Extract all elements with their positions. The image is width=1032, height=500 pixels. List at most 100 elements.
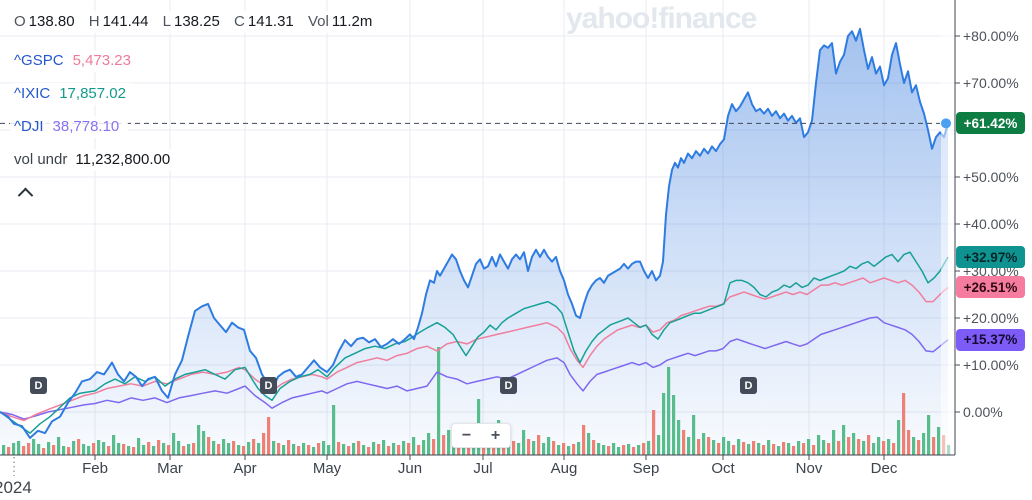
volume-bar [427, 433, 431, 455]
dividend-marker[interactable]: D [500, 377, 517, 394]
volume-bar [582, 425, 586, 455]
low-value: 138.25 [173, 13, 220, 30]
vol-under-label: vol undr [14, 151, 68, 168]
dividend-marker[interactable]: D [30, 377, 47, 394]
volume-bar [627, 444, 631, 455]
volume-bar [907, 430, 911, 455]
zoom-out-button[interactable]: − [461, 426, 472, 444]
volume-bar [117, 443, 121, 455]
volume-bar [17, 441, 21, 455]
dividend-marker[interactable]: D [740, 377, 757, 394]
close-value: 141.31 [247, 13, 294, 30]
volume-bar [817, 435, 821, 455]
volume-bars [2, 347, 951, 455]
volume-bar [337, 442, 341, 455]
volume-bar [157, 440, 161, 455]
volume-bar [857, 439, 861, 455]
volume-bar [527, 439, 531, 455]
open-value: 138.80 [28, 13, 75, 30]
volume-bar [417, 445, 421, 455]
volume-bar [837, 441, 841, 455]
volume-bar [297, 446, 301, 455]
volume-bar [762, 445, 766, 455]
volume-bar [877, 437, 881, 455]
volume-bar [787, 443, 791, 455]
volume-bar [42, 448, 46, 455]
volume-bar [302, 443, 306, 455]
volume-bar [27, 443, 31, 455]
volume-bar [492, 443, 496, 455]
volume-bar [267, 417, 271, 455]
volume-bar [512, 441, 516, 455]
volume-bar [467, 443, 471, 455]
collapse-legend-button[interactable] [10, 179, 40, 205]
volume-bar [312, 447, 316, 455]
volume-bar [737, 439, 741, 455]
y-axis-tick-label: +80.00% [963, 28, 1019, 44]
volume-bar [212, 441, 216, 455]
series-line-price [0, 27, 949, 439]
series-line-gspc [0, 277, 949, 422]
volume-bar [922, 433, 926, 455]
volume-bar [687, 437, 691, 455]
volume-bar [842, 425, 846, 455]
volume-bar [122, 444, 126, 455]
volume-bar [97, 440, 101, 455]
volume-bar [832, 430, 836, 455]
volume-bar [77, 439, 81, 455]
volume-bar [367, 447, 371, 455]
legend-row: ^DJI 38,778.10 [10, 116, 129, 138]
volume-bar [347, 446, 351, 455]
volume-bar [412, 437, 416, 455]
volume-bar [812, 445, 816, 455]
year-label: 2024 [0, 478, 32, 497]
volume-bar [667, 367, 671, 455]
month-label: Sep [632, 460, 660, 477]
volume-bar [192, 443, 196, 455]
legend-ticker-link[interactable]: ^GSPC [14, 52, 64, 69]
volume-bar [382, 440, 386, 455]
volume-bar [792, 446, 796, 455]
volume-bar [797, 441, 801, 455]
volume-bar [562, 443, 566, 455]
volume-bar [712, 440, 716, 455]
zoom-in-button[interactable]: + [490, 426, 501, 444]
legend-ticker-value: 17,857.02 [59, 85, 126, 102]
volume-bar [257, 443, 261, 455]
volume-bar [422, 440, 426, 455]
volume-bar [767, 440, 771, 455]
y-axis-tick-label: +10.00% [963, 357, 1019, 373]
volume-bar [167, 445, 171, 455]
volume-bar [887, 439, 891, 455]
volume-bar [182, 446, 186, 455]
legend-ticker-link[interactable]: ^IXIC [14, 85, 51, 102]
y-axis-tick-label: 0.00% [963, 404, 1003, 420]
volume-bar [642, 443, 646, 455]
dividend-marker[interactable]: D [260, 377, 277, 394]
month-label: Apr [233, 460, 257, 477]
volume-bar [867, 435, 871, 455]
volume-bar [732, 445, 736, 455]
volume-bar [682, 430, 686, 455]
volume-bar [187, 444, 191, 455]
month-label: Oct [711, 460, 735, 477]
volume-bar [892, 443, 896, 455]
volume-bar [557, 445, 561, 455]
volume-bar [292, 444, 296, 455]
volume-bar [592, 440, 596, 455]
volume-bar [132, 447, 136, 455]
legend-ticker-link[interactable]: ^DJI [14, 118, 44, 135]
volume-bar [92, 443, 96, 455]
volume-bar [52, 445, 56, 455]
volume-bar [227, 443, 231, 455]
volume-bar [652, 410, 656, 455]
volume-bar [552, 441, 556, 455]
series-value-badge: +26.51% [956, 276, 1025, 299]
volume-bar [542, 443, 546, 455]
volume-bar [697, 439, 701, 455]
volume-bar [872, 443, 876, 455]
volume-bar [517, 443, 521, 455]
volume-bar [902, 393, 906, 455]
volume-bar [827, 443, 831, 455]
